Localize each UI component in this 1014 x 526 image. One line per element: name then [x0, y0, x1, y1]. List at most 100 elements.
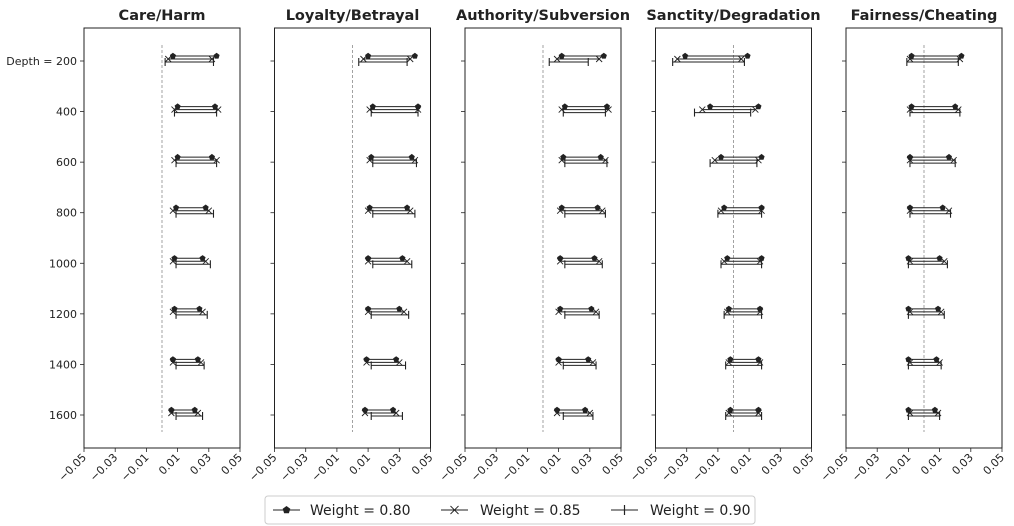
interval-endpoint-1 — [758, 204, 765, 211]
interval-endpoint-1 — [755, 356, 762, 362]
interval-endpoint-1 — [958, 52, 965, 59]
interval-endpoint-1 — [945, 153, 952, 160]
interval-endpoint-0 — [169, 356, 176, 362]
interval-endpoint-0 — [360, 55, 367, 63]
x-tick-label-0-2: −0.01 — [118, 451, 151, 484]
interval-endpoint-0 — [674, 55, 681, 63]
interval-2-1-7 — [553, 409, 594, 417]
interval-1-1-3 — [364, 207, 414, 215]
interval-endpoint-0 — [725, 305, 732, 312]
interval-1-1-5 — [364, 308, 408, 316]
interval-1-2-6 — [370, 361, 407, 370]
interval-endpoint-1 — [403, 257, 411, 265]
interval-1-2-3 — [372, 209, 416, 218]
interval-endpoint-1 — [395, 359, 403, 366]
interval-2-0-5 — [557, 305, 595, 312]
interval-0-2-7 — [175, 412, 204, 420]
interval-0-2-4 — [175, 260, 211, 269]
interval-endpoint-0 — [906, 153, 913, 160]
interval-1-0-7 — [361, 406, 397, 413]
interval-endpoint-1 — [197, 359, 205, 366]
interval-endpoint-1 — [205, 207, 213, 215]
interval-endpoint-0 — [556, 257, 564, 265]
interval-endpoint-0 — [361, 409, 369, 417]
interval-endpoint-0 — [707, 103, 714, 110]
interval-0-0-0 — [169, 52, 220, 59]
interval-3-1-0 — [674, 55, 745, 63]
interval-1-1-2 — [366, 156, 419, 164]
interval-1-2-2 — [372, 159, 418, 168]
panel-title-4: Fairness/Cheating — [851, 8, 998, 24]
interval-endpoint-1 — [752, 106, 759, 113]
interval-0-2-2 — [175, 159, 218, 168]
x-tick-label-4-3: 0.01 — [918, 451, 945, 478]
x-tick-label-0-0: −0.05 — [56, 451, 89, 484]
interval-endpoint-0 — [364, 257, 372, 265]
interval-endpoint-1 — [194, 409, 202, 417]
interval-endpoint-1 — [399, 255, 406, 261]
x-tick-label-2-5: 0.05 — [600, 451, 627, 478]
interval-1-2-5 — [370, 310, 410, 319]
panel-1: Loyalty/Betrayal −0.05−0.03−0.01 0.01 0.03 0… — [247, 8, 436, 484]
axes-frame-1 — [274, 27, 431, 449]
interval-0-2-0 — [164, 58, 215, 66]
x-tick-label-4-0: −0.05 — [818, 451, 851, 484]
interval-4-0-1 — [908, 103, 959, 110]
interval-4-1-6 — [906, 359, 943, 366]
interval-4-1-0 — [906, 55, 964, 63]
interval-1-0-1 — [369, 103, 422, 110]
x-tick-label-2-4: 0.03 — [568, 451, 595, 478]
interval-endpoint-0 — [905, 305, 912, 312]
axes-frame-4 — [845, 27, 1003, 449]
panel-title-0: Care/Harm — [119, 8, 206, 24]
y-tick-label-1: 400 — [56, 106, 77, 119]
interval-endpoint-1 — [586, 409, 594, 417]
interval-2-0-6 — [555, 356, 592, 362]
interval-endpoint-1 — [406, 207, 414, 215]
interval-endpoint-1 — [202, 257, 209, 265]
interval-endpoint-0 — [553, 409, 561, 417]
interval-4-0-7 — [905, 406, 938, 413]
interval-endpoint-0 — [555, 359, 562, 366]
interval-4-0-6 — [905, 356, 940, 362]
interval-2-0-1 — [561, 103, 610, 110]
interval-1-0-0 — [365, 52, 418, 59]
interval-endpoint-0 — [560, 153, 567, 160]
interval-endpoint-0 — [558, 204, 565, 211]
interval-endpoint-0 — [718, 153, 725, 160]
interval-0-2-1 — [173, 108, 218, 117]
interval-endpoint-0 — [168, 409, 175, 417]
panel-3: Sanctity/Degradation−0.05−0.03−0.01 0.01 0… — [628, 8, 821, 484]
interval-endpoint-0 — [905, 406, 912, 413]
interval-endpoint-0 — [554, 406, 561, 413]
interval-1-0-5 — [365, 305, 403, 312]
legend-marker-1 — [450, 505, 459, 515]
y-tick-label-5: 1200 — [49, 308, 77, 321]
panels: Care/Harm−0.05−0.03−0.01 0.01 0.03 0.05Dept… — [6, 8, 1007, 484]
interval-3-2-0 — [672, 58, 745, 66]
legend-marker-0 — [282, 506, 291, 514]
interval-2-2-1 — [562, 108, 606, 117]
interval-endpoint-1 — [592, 308, 600, 316]
interval-1-1-4 — [364, 257, 411, 265]
axes-frame-3 — [655, 27, 812, 449]
interval-endpoint-0 — [169, 359, 177, 366]
interval-endpoint-0 — [363, 356, 370, 362]
interval-4-0-0 — [908, 52, 965, 59]
interval-endpoint-0 — [725, 409, 733, 417]
interval-1-0-6 — [363, 356, 400, 362]
interval-3-0-7 — [727, 406, 762, 413]
x-tick-label-3-0: −0.05 — [628, 451, 661, 484]
interval-2-0-7 — [554, 406, 589, 413]
x-tick-label-2-2: −0.01 — [499, 451, 532, 484]
interval-0-0-1 — [174, 103, 219, 110]
legend-label-0: Weight = 0.80 — [310, 503, 411, 519]
legend-entry-2: Weight = 0.90 — [611, 503, 751, 519]
x-tick-label-3-3: 0.01 — [728, 451, 755, 478]
interval-endpoint-0 — [171, 255, 178, 261]
interval-0-1-3 — [169, 207, 213, 215]
x-tick-label-4-1: −0.03 — [849, 451, 882, 484]
interval-4-2-4 — [907, 260, 948, 269]
interval-0-1-6 — [169, 359, 205, 366]
